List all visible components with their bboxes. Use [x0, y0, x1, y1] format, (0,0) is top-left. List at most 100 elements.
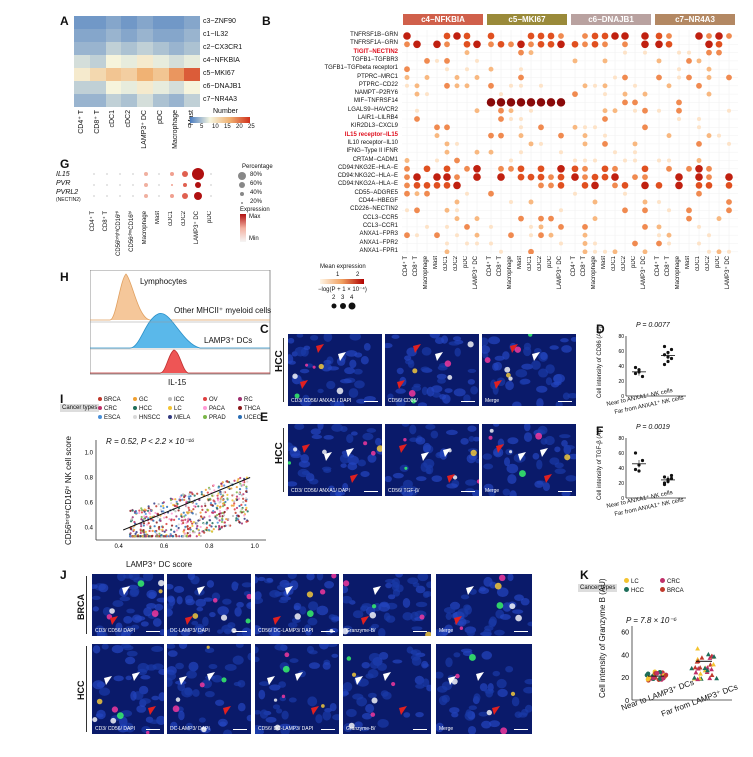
dotplot-b-dot	[517, 165, 525, 173]
dotplot-b-dot	[725, 173, 733, 181]
dotplot-b-dot	[537, 165, 545, 173]
scatter-i-point	[129, 509, 132, 512]
panel-k-legend-item: LC	[624, 578, 639, 586]
micrograph-nucleus	[395, 388, 406, 394]
scatter-i-point	[225, 517, 228, 521]
scatter-i-point	[157, 502, 160, 506]
micrograph-nucleus	[272, 704, 281, 710]
micrograph-nucleus	[378, 602, 390, 612]
micrograph-nucleus	[463, 394, 471, 403]
micrograph-j-caption: Granzyme-B/	[346, 628, 376, 634]
heatmap-a-cell	[89, 42, 106, 55]
dotplot-b-dot	[509, 158, 513, 163]
micrograph-nucleus	[154, 603, 164, 611]
micrograph-nucleus	[363, 343, 371, 351]
arrowhead-red	[223, 706, 231, 715]
dotplot-b-pair-label: CD94:NKG2A−HLA−E	[337, 181, 398, 188]
panel-k-point-far	[695, 646, 700, 651]
dotplot-b-dot	[602, 108, 608, 114]
micrograph-nucleus	[514, 711, 523, 718]
micrograph-c-2: CD56/ CD86/	[385, 334, 479, 406]
micrograph-nucleus	[198, 717, 206, 723]
scatter-i-legend-item: ICC	[168, 397, 184, 404]
micrograph-nucleus	[222, 598, 232, 605]
micrograph-signal	[109, 608, 115, 614]
dotplot-b-dot	[529, 233, 533, 238]
micrograph-j-2-1: CD3/ CD56/ DAPI	[92, 644, 164, 734]
micrograph-nucleus	[475, 458, 479, 464]
arrowhead-red	[316, 344, 324, 353]
micrograph-nucleus	[307, 617, 318, 626]
micrograph-nucleus	[275, 708, 283, 714]
strip-point	[662, 482, 667, 487]
micrograph-nucleus	[354, 380, 365, 389]
dotplot-b-dot	[454, 157, 460, 164]
dotplot-b-dot	[536, 98, 546, 107]
dotplot-b-dot	[716, 49, 722, 56]
heatmap-a-cell	[168, 29, 185, 42]
micrograph-nucleus	[420, 366, 430, 372]
micrograph-nucleus	[113, 675, 124, 682]
micrograph-nucleus	[467, 725, 477, 734]
dotplot-b	[402, 30, 738, 254]
micrograph-nucleus	[158, 692, 164, 702]
scatter-i-point	[233, 508, 236, 511]
dotplot-b-dot	[601, 165, 609, 173]
dotplot-b-dot	[582, 165, 588, 172]
dotplot-b-dot	[518, 215, 524, 222]
dotplot-b-dot	[548, 215, 554, 222]
panel-k-point-far	[695, 676, 701, 682]
panel-k-ytick: 40	[621, 652, 629, 659]
dotplot-b-dot	[695, 165, 703, 173]
heatmap-a-cell	[152, 55, 169, 68]
dotplot-b-dot	[726, 74, 732, 81]
micrograph-j-scalebar	[514, 729, 528, 730]
micrograph-nucleus	[507, 574, 514, 582]
micrograph-nucleus	[306, 645, 315, 654]
scatter-i-point	[212, 499, 215, 502]
scatter-i-point	[155, 521, 158, 524]
micrograph-nucleus	[396, 367, 404, 375]
dotplot-b-dot	[444, 149, 450, 155]
dotplot-b-dot	[623, 158, 627, 163]
dotplot-b-col-label: pDC	[715, 256, 721, 269]
heatmap-a-cell	[168, 94, 185, 107]
arrowhead-red	[544, 474, 552, 483]
dotplot-b-dot	[571, 165, 579, 173]
scatter-i-point	[219, 500, 222, 503]
dotplot-b-dot	[593, 241, 597, 246]
micrograph-j-caption: DC-LAMP3/ DAPI	[170, 628, 210, 634]
heatmap-a-cell	[184, 94, 200, 107]
micrograph-signal	[351, 672, 357, 677]
micrograph-nucleus	[257, 576, 266, 582]
dotplot-b-pair-label: ANXA1−FPR3	[359, 231, 398, 238]
scatter-i-legend-item: OV	[203, 397, 218, 404]
micrograph-nucleus	[555, 400, 563, 406]
micrograph-nucleus	[195, 598, 207, 607]
dotplot-b-dot	[517, 173, 525, 181]
scatter-i-point	[144, 530, 147, 533]
heatmap-a-cell	[74, 16, 90, 29]
dotplot-b-dot	[696, 82, 702, 89]
scatter-i-point	[215, 513, 219, 517]
scatter-i-point	[218, 527, 222, 531]
micrograph-nucleus	[329, 702, 337, 712]
micrograph-signal	[515, 614, 522, 622]
dotplot-b-pair-label: TGFB1−TGFBR3	[351, 56, 398, 63]
micrograph-nucleus	[310, 334, 319, 341]
micrograph-nucleus	[505, 380, 514, 391]
micrograph-nucleus	[343, 691, 350, 696]
micrograph-j-1-2: DC-LAMP3/ DAPI	[167, 574, 251, 636]
dotplot-b-dot	[559, 208, 563, 213]
dotplot-b-dot	[464, 83, 470, 89]
scatter-i-point	[183, 532, 186, 535]
scatter-i-point	[188, 509, 191, 512]
scatter-i-point	[226, 493, 229, 496]
micrograph-texture	[255, 644, 339, 734]
scatter-i-point	[239, 482, 242, 485]
scatter-i-point	[179, 495, 182, 499]
scatter-i-point	[244, 497, 248, 500]
micrograph-nucleus	[402, 597, 411, 608]
micrograph-nucleus	[268, 626, 280, 636]
micrograph-nucleus	[404, 355, 412, 361]
